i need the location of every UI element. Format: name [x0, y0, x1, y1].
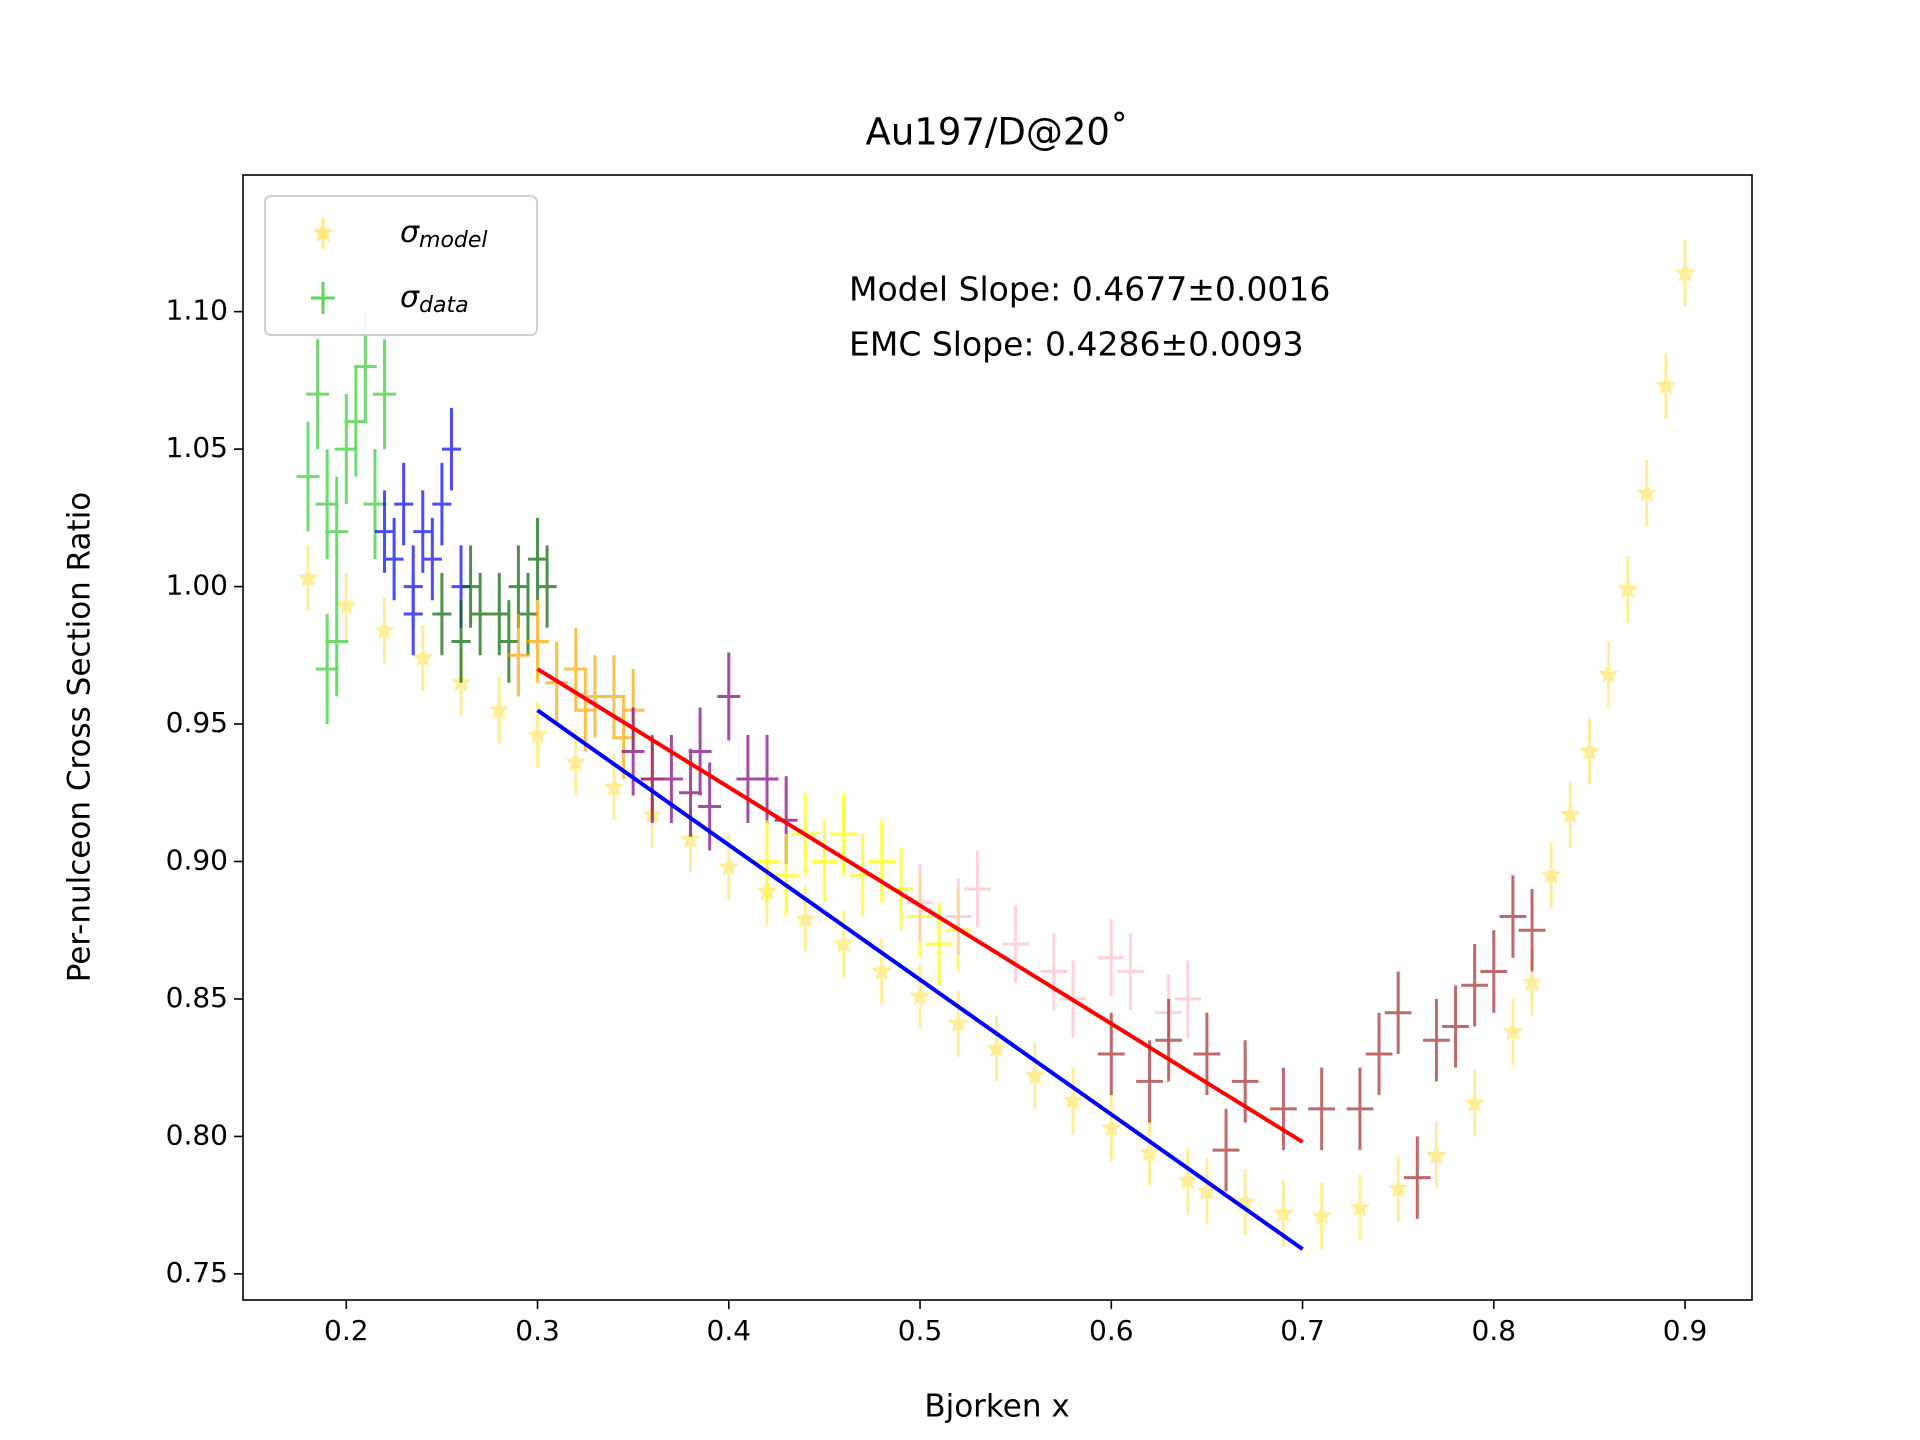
star-marker — [1655, 374, 1677, 395]
fit-line — [536, 708, 1304, 1251]
star-marker — [603, 776, 625, 797]
star-marker — [1426, 1144, 1447, 1165]
legend-symbol: σ — [400, 280, 420, 315]
y-tick-label: 1.10 — [166, 294, 228, 327]
star-marker — [680, 828, 701, 849]
star-marker — [565, 751, 587, 772]
star-marker — [986, 1037, 1007, 1058]
series — [296, 311, 397, 725]
y-tick-label: 1.05 — [166, 431, 228, 464]
star-marker — [1636, 482, 1658, 502]
legend-symbol: σ — [400, 215, 420, 250]
legend-subscript: data — [419, 293, 469, 318]
x-tick-label: 0.9 — [1663, 1314, 1708, 1347]
legend-star — [312, 222, 334, 242]
star-marker — [1139, 1141, 1160, 1162]
y-tick-label: 0.75 — [166, 1256, 228, 1289]
star-marker — [1177, 1169, 1199, 1190]
star-marker — [1196, 1180, 1218, 1201]
fit-line — [536, 667, 1304, 1144]
plot-area — [296, 240, 1696, 1251]
series — [1097, 875, 1546, 1219]
x-tick-label: 0.8 — [1472, 1314, 1517, 1347]
series — [506, 600, 664, 821]
star-marker — [794, 908, 816, 929]
legend-box — [264, 195, 538, 336]
legend-entry — [311, 282, 335, 314]
x-tick-label: 0.6 — [1089, 1314, 1134, 1347]
star-marker — [374, 619, 395, 640]
x-axis-label: Bjorken x — [924, 1389, 1069, 1425]
star-marker — [1674, 262, 1696, 282]
y-tick-label: 0.95 — [166, 706, 228, 739]
y-tick-label: 1.00 — [166, 569, 228, 602]
star-marker — [1598, 663, 1619, 684]
star-marker — [488, 699, 510, 720]
annotation: EMC Slope: 0.4286±0.0093 — [849, 325, 1304, 364]
star-marker — [335, 594, 357, 615]
legend-label: σdata — [400, 280, 469, 319]
y-tick-label: 0.85 — [166, 981, 228, 1014]
x-tick-label: 0.2 — [324, 1314, 369, 1347]
x-tick-label: 0.7 — [1280, 1314, 1325, 1347]
y-tick-label: 0.90 — [166, 843, 228, 876]
y-tick-label: 0.80 — [166, 1118, 228, 1151]
series — [432, 517, 557, 683]
legend-subscript: model — [419, 228, 488, 253]
series — [297, 240, 1696, 1250]
star-marker — [1349, 1196, 1371, 1217]
star-marker — [1579, 740, 1600, 761]
series — [906, 850, 1202, 1052]
star-marker — [1502, 1020, 1524, 1041]
star-marker — [1559, 803, 1581, 824]
x-tick-label: 0.5 — [898, 1314, 943, 1347]
x-tick-label: 0.4 — [707, 1314, 752, 1347]
x-tick-label: 0.3 — [515, 1314, 560, 1347]
star-marker — [1540, 864, 1562, 885]
chart-title: Au197/D@20˚ — [866, 111, 1129, 154]
star-marker — [1024, 1064, 1046, 1085]
series — [621, 652, 798, 865]
star-marker — [1387, 1177, 1409, 1198]
star-marker — [909, 985, 931, 1006]
y-axis-label: Per-nulceon Cross Section Ratio — [62, 492, 98, 983]
star-marker — [412, 647, 434, 667]
star-marker — [871, 960, 893, 981]
star-marker — [527, 724, 548, 744]
legend-entry — [312, 217, 334, 249]
star-marker — [718, 856, 740, 876]
star-marker — [1311, 1205, 1333, 1225]
star-marker — [1062, 1089, 1084, 1110]
legend-label: σmodel — [400, 215, 488, 254]
star-marker — [1100, 1117, 1122, 1138]
star-marker — [947, 1012, 969, 1033]
annotation: Model Slope: 0.4677±0.0016 — [849, 270, 1330, 309]
star-marker — [833, 933, 854, 953]
star-marker — [297, 567, 319, 588]
series — [374, 407, 471, 656]
axes-frame — [242, 174, 1753, 1301]
star-marker — [1521, 971, 1543, 992]
star-marker — [1273, 1202, 1294, 1223]
star-marker — [1464, 1092, 1486, 1113]
star-marker — [1617, 578, 1639, 599]
